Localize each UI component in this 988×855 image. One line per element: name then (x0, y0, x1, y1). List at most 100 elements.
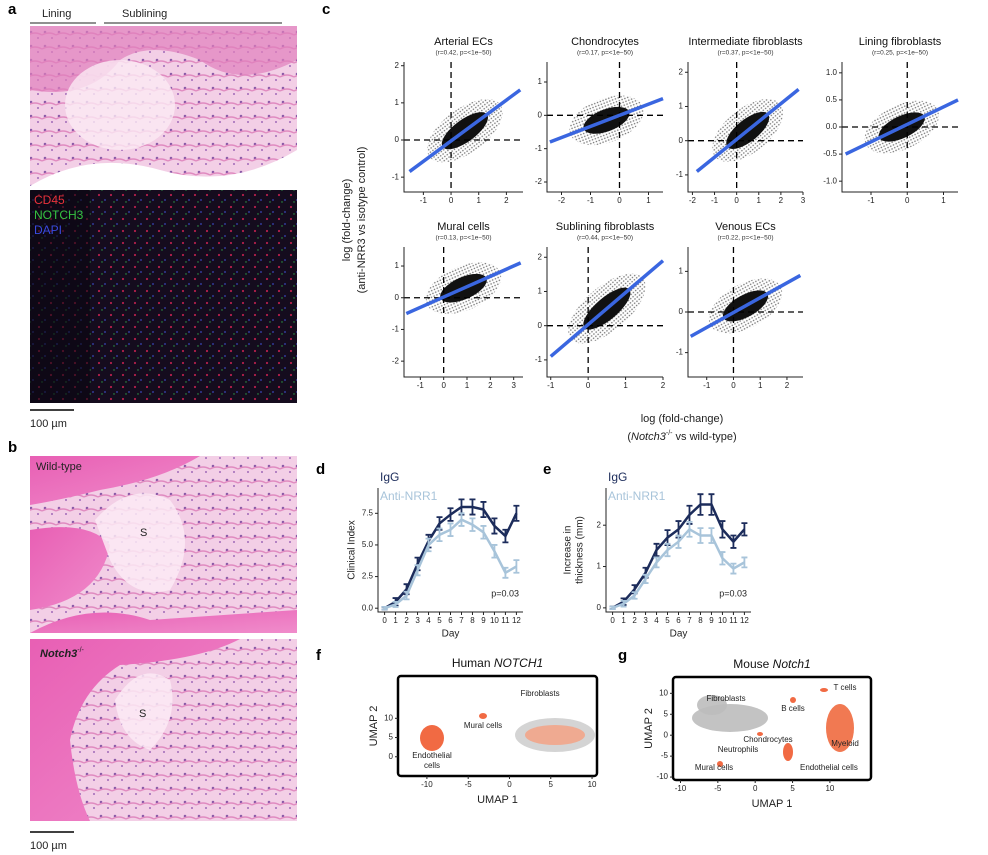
x-tick-label: -1 (420, 196, 428, 205)
y-tick-label: -1.0 (823, 176, 837, 185)
y-tick-label: 2 (597, 520, 602, 529)
x-tick-label: -2 (558, 196, 566, 205)
chart-title: Lining fibroblasts (859, 36, 942, 48)
y-axis-label: Clinical Index (347, 520, 358, 579)
y-tick-label: 0.5 (826, 95, 838, 104)
title-part: Mouse (733, 657, 772, 671)
gene-name: Notch3 (631, 431, 667, 443)
cell-cluster (420, 725, 444, 751)
x-tick-label: 0 (734, 196, 739, 205)
x-tick-label: -5 (714, 784, 722, 793)
stain-label: NOTCH3 (34, 208, 84, 222)
x-tick-label: -10 (421, 780, 433, 789)
condition-label: Wild-type (36, 461, 82, 473)
y-tick-label: 0.0 (826, 122, 838, 131)
x-tick-label: 2 (661, 381, 666, 390)
genotype: -/- (666, 430, 673, 437)
x-tick-label: 12 (740, 616, 749, 625)
x-tick-label: 5 (790, 784, 795, 793)
x-tick-label: 1 (393, 616, 398, 625)
fit-line (549, 259, 665, 358)
y-tick-label: 5 (664, 709, 669, 718)
x-tick-label: 0 (449, 196, 454, 205)
x-tick-label: 3 (511, 381, 516, 390)
stain-label: CD45 (34, 193, 65, 207)
legend-entry: Anti-NRR1 (608, 489, 666, 503)
x-tick-label: 2 (404, 616, 409, 625)
cell-cluster (717, 761, 723, 767)
error-bar (414, 564, 421, 577)
error-bar (719, 520, 726, 539)
y-axis-label: (anti-NRR3 vs isotype control) (356, 147, 368, 294)
cluster-label: Myeloid (831, 739, 859, 748)
x-tick-label: 2 (488, 381, 493, 390)
y-tick-label: 2 (395, 61, 400, 70)
error-bar (708, 493, 715, 516)
error-bar (697, 493, 704, 516)
error-bar (502, 566, 509, 579)
y-axis-label: UMAP 2 (368, 706, 380, 747)
y-tick-label: -0.5 (823, 149, 837, 158)
x-tick-label: 3 (643, 616, 648, 625)
x-tick-label: 2 (779, 196, 784, 205)
cluster-label: T cells (834, 683, 857, 692)
title-part: Notch1 (773, 657, 811, 671)
x-tick-label: 2 (632, 616, 637, 625)
x-tick-label: -1 (547, 381, 555, 390)
cluster-label: B cells (781, 704, 805, 713)
axis (546, 62, 663, 193)
region-label: S (140, 527, 147, 539)
cell-cluster (783, 743, 793, 761)
x-tick-label: -2 (689, 196, 697, 205)
x-axis-label: Day (442, 629, 460, 640)
cluster-label: Mural cells (695, 763, 733, 772)
y-tick-label: 0 (664, 730, 669, 739)
error-bar (447, 522, 454, 537)
panel-label: f (316, 647, 322, 664)
cluster-label: Endothelial cells (800, 763, 858, 772)
gene-name: Notch3 (40, 648, 77, 660)
x-tick-label: 5 (665, 616, 670, 625)
x-tick-label: 6 (676, 616, 681, 625)
y-tick-label: -10 (656, 772, 668, 781)
y-tick-label: 2 (538, 252, 543, 261)
x-tick-label: 0 (441, 381, 446, 390)
y-tick-label: -1 (392, 325, 400, 334)
x-tick-label: 10 (588, 780, 597, 789)
y-tick-label: 0 (395, 135, 400, 144)
error-bar (642, 573, 649, 584)
chart-subtitle: (r=0.17, p=<1e−50) (577, 50, 633, 57)
error-bar (631, 591, 638, 600)
genotype: -/- (77, 647, 84, 654)
y-tick-label: 5 (389, 733, 394, 742)
chart-subtitle: (r=0.44, p=<1e−50) (577, 235, 633, 242)
error-bar (491, 544, 498, 559)
y-tick-label: 1 (395, 98, 400, 107)
y-tick-label: 1 (679, 266, 684, 275)
stain-label: DAPI (34, 223, 62, 237)
x-tick-label: 0 (617, 196, 622, 205)
x-tick-label: -1 (711, 196, 719, 205)
x-tick-label: 9 (481, 616, 486, 625)
error-bar (741, 522, 748, 537)
x-tick-label: 3 (801, 196, 806, 205)
axis (546, 247, 663, 378)
error-bar (403, 590, 410, 601)
x-tick-label: 4 (654, 616, 659, 625)
error-bar (730, 562, 737, 575)
fit-line (549, 97, 664, 144)
cell-cluster (697, 695, 727, 715)
x-tick-label: 10 (718, 616, 727, 625)
text-part: ( (627, 431, 631, 443)
error-bar (730, 534, 737, 549)
x-tick-label: 0 (610, 616, 615, 625)
x-tick-label: 1 (758, 381, 763, 390)
axis (403, 247, 523, 378)
y-tick-label: 0 (597, 603, 602, 612)
x-tick-label: 11 (729, 616, 738, 625)
he-image (30, 456, 297, 633)
chart-title: Mural cells (437, 221, 490, 233)
error-bar (491, 517, 498, 535)
x-tick-label: 10 (825, 784, 834, 793)
